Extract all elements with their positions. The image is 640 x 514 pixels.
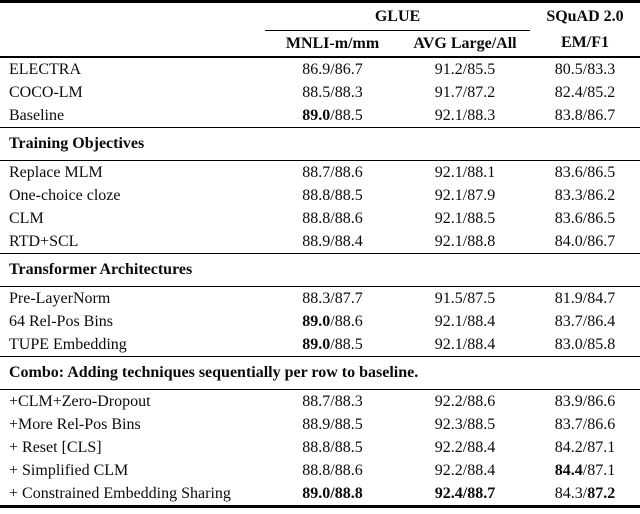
metric-cell: 92.4/88.7: [434, 484, 496, 502]
metric-cell: 92.2/88.6: [434, 392, 496, 410]
table-row: + Reset [CLS] 88.8/88.5 92.2/88.4 84.2/87.1: [0, 436, 640, 459]
metric-cell: 88.5/88.3: [302, 83, 363, 101]
metric-cell: 80.5/83.3: [554, 60, 616, 78]
row-label: CLM: [9, 209, 44, 227]
metric-cell: 88.3/87.7: [302, 289, 363, 307]
metric-cell: 88.8/88.6: [302, 461, 363, 479]
section-label: Combo: Adding techniques sequentially pe…: [0, 356, 640, 390]
col-header-mnli: MNLI-m/mm: [265, 30, 400, 58]
table-row: One-choice cloze 88.8/88.5 92.1/87.9 83.3/8…: [0, 184, 640, 207]
table-row: 64 Rel-Pos Bins 89.0/88.6 92.1/88.4 83.7/86…: [0, 310, 640, 333]
row-label: 64 Rel-Pos Bins: [9, 312, 114, 330]
metric-cell: 89.0/88.8: [302, 484, 363, 502]
metric-cell: 86.9/86.7: [302, 60, 363, 78]
corner-spacer: [0, 30, 265, 58]
table-row: +More Rel-Pos Bins 88.9/88.5 92.3/88.5 83.7…: [0, 413, 640, 436]
table-row: Replace MLM 88.7/88.6 92.1/88.1 83.6/86.5: [0, 161, 640, 185]
table-row: + Simplified CLM 88.8/88.6 92.2/88.4 84.4/8…: [0, 459, 640, 482]
metric-cell: 83.6/86.5: [554, 209, 616, 227]
row-label: TUPE Embedding: [9, 335, 127, 353]
metric-cell: 89.0/88.5: [302, 106, 363, 124]
squad-group-header: SQuAD 2.0: [546, 7, 624, 25]
row-label: +More Rel-Pos Bins: [9, 415, 141, 433]
header-group-row: GLUE SQuAD 2.0: [0, 1, 640, 31]
col-header-emf1: EM/F1: [530, 30, 640, 58]
row-label: Replace MLM: [9, 163, 103, 181]
table-row: TUPE Embedding 89.0/88.5 92.1/88.4 83.0/85.…: [0, 333, 640, 357]
table-row: CLM 88.8/88.6 92.1/88.5 83.6/86.5: [0, 207, 640, 230]
metric-cell: 88.8/88.5: [302, 438, 363, 456]
metric-cell: 89.0/88.5: [302, 335, 363, 353]
table-header: GLUE SQuAD 2.0 MNLI-m/mm AVG Large/All E…: [0, 1, 640, 58]
metric-cell: 83.8/86.7: [554, 106, 616, 124]
metric-cell: 83.9/86.6: [554, 392, 616, 410]
metric-cell: 83.6/86.5: [554, 163, 616, 181]
metric-cell: 92.2/88.4: [434, 438, 496, 456]
metric-cell: 92.1/88.1: [434, 163, 496, 181]
metric-cell: 92.3/88.5: [434, 415, 496, 433]
table-row: COCO-LM 88.5/88.3 91.7/87.2 82.4/85.2: [0, 81, 640, 104]
metric-cell: 88.9/88.4: [302, 232, 363, 250]
metric-cell: 92.1/88.4: [434, 312, 496, 330]
section-row: Combo: Adding techniques sequentially pe…: [0, 356, 640, 390]
metric-cell: 91.2/85.5: [434, 60, 496, 78]
row-label: COCO-LM: [9, 83, 83, 101]
table-row: +CLM+Zero-Dropout 88.7/88.3 92.2/88.6 83.9/…: [0, 390, 640, 414]
metric-cell: 84.4/87.1: [554, 461, 616, 479]
metric-cell: 83.7/86.4: [554, 312, 616, 330]
metric-cell: 91.5/87.5: [434, 289, 496, 307]
metric-cell: 89.0/88.6: [302, 312, 363, 330]
row-label: One-choice cloze: [9, 186, 121, 204]
table-row: Baseline 89.0/88.5 92.1/88.3 83.8/86.7: [0, 104, 640, 128]
metric-cell: 88.8/88.6: [302, 209, 363, 227]
glue-group-header: GLUE: [265, 1, 530, 31]
table-row: + Constrained Embedding Sharing 89.0/88.8…: [0, 482, 640, 507]
row-label: + Reset [CLS]: [9, 438, 102, 456]
table-row: Pre-LayerNorm 88.3/87.7 91.5/87.5 81.9/84.7: [0, 287, 640, 311]
metric-cell: 83.0/85.8: [554, 335, 616, 353]
row-label: RTD+SCL: [9, 232, 79, 250]
row-label: Baseline: [9, 106, 65, 124]
metric-cell: 83.3/86.2: [554, 186, 616, 204]
table-body: ELECTRA 86.9/86.7 91.2/85.5 80.5/83.3 COCO-L…: [0, 57, 640, 507]
metric-cell: 92.1/87.9: [434, 186, 496, 204]
section-label: Transformer Architectures: [0, 253, 640, 287]
row-label: Pre-LayerNorm: [9, 289, 111, 307]
section-row: Transformer Architectures: [0, 253, 640, 287]
metric-cell: 84.3/87.2: [554, 484, 616, 502]
metric-cell: 92.1/88.8: [434, 232, 496, 250]
row-label: ELECTRA: [9, 60, 81, 78]
table-row: ELECTRA 86.9/86.7 91.2/85.5 80.5/83.3: [0, 57, 640, 81]
row-label: + Simplified CLM: [9, 461, 129, 479]
metric-cell: 88.7/88.6: [302, 163, 363, 181]
row-label: +CLM+Zero-Dropout: [9, 392, 151, 410]
table-row: RTD+SCL 88.9/88.4 92.1/88.8 84.0/86.7: [0, 230, 640, 254]
metric-cell: 92.1/88.4: [434, 335, 496, 353]
header-col-row: MNLI-m/mm AVG Large/All EM/F1: [0, 30, 640, 58]
metric-cell: 82.4/85.2: [554, 83, 616, 101]
section-row: Training Objectives: [0, 127, 640, 161]
metric-cell: 91.7/87.2: [434, 83, 496, 101]
corner-spacer: [0, 2, 265, 31]
metric-cell: 92.1/88.5: [434, 209, 496, 227]
metric-cell: 81.9/84.7: [554, 289, 616, 307]
metric-cell: 92.2/88.4: [434, 461, 496, 479]
col-header-avg: AVG Large/All: [400, 30, 530, 58]
metric-cell: 88.8/88.5: [302, 186, 363, 204]
metric-cell: 88.9/88.5: [302, 415, 363, 433]
metric-cell: 92.1/88.3: [434, 106, 496, 124]
metric-cell: 84.2/87.1: [554, 438, 616, 456]
section-label: Training Objectives: [0, 127, 640, 161]
metric-cell: 88.7/88.3: [302, 392, 363, 410]
row-label: + Constrained Embedding Sharing: [9, 484, 231, 502]
metric-cell: 84.0/86.7: [554, 232, 616, 250]
metric-cell: 83.7/86.6: [554, 415, 616, 433]
